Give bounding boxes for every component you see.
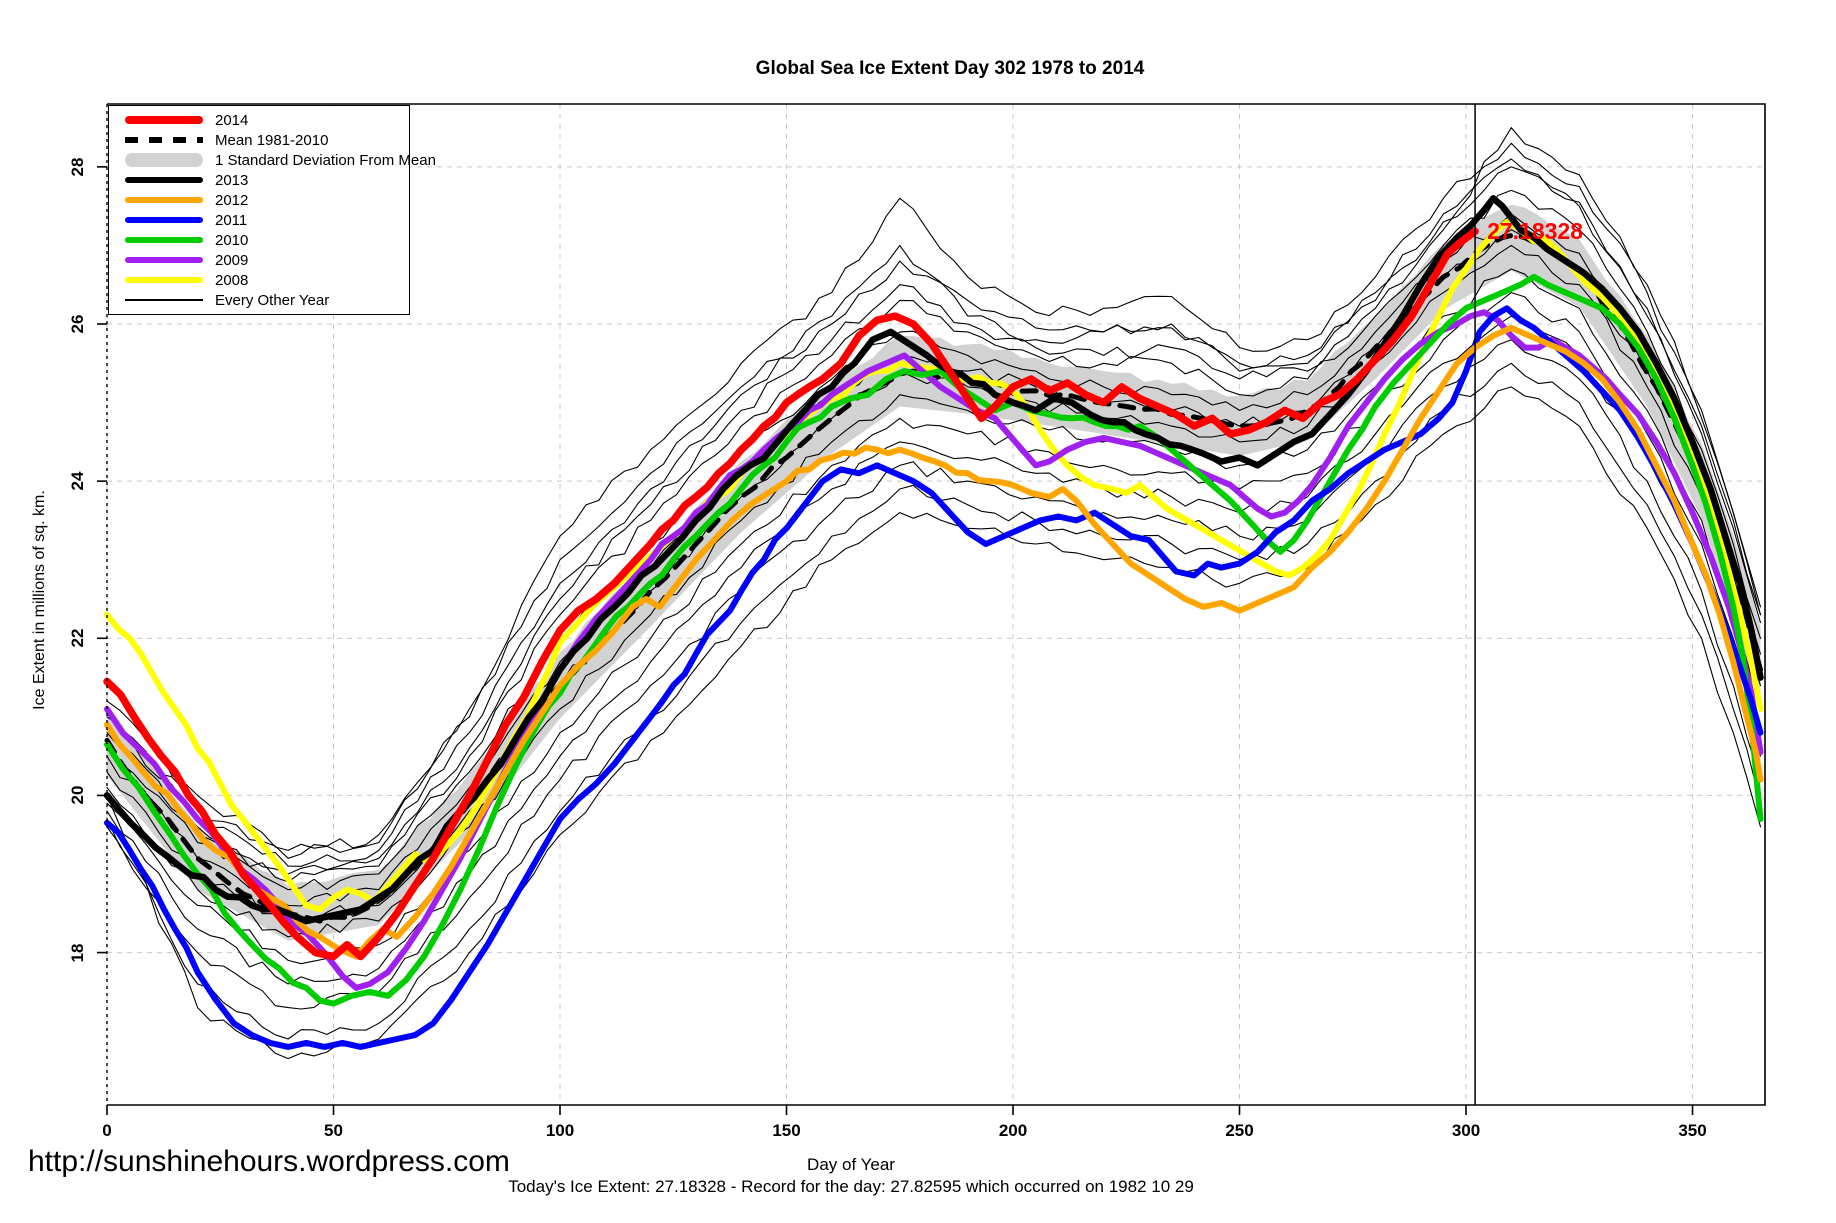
y-tick-label: 28 (68, 157, 87, 177)
legend-label: 2014 (215, 111, 249, 129)
x-tick-label: 300 (1451, 1121, 1481, 1140)
legend-label: 2010 (215, 231, 249, 249)
legend-item-2011: 2011 (109, 211, 409, 230)
legend-swatch (125, 153, 203, 167)
legend-item-2010: 2010 (109, 231, 409, 250)
series-line-2008 (104, 218, 1764, 913)
legend-swatch (125, 217, 203, 223)
legend-label: 2008 (215, 271, 249, 289)
background-year-line (106, 362, 1762, 1040)
legend-item-1-standard-deviation-from-mean: 1 Standard Deviation From Mean (109, 151, 436, 170)
legend-swatch (125, 137, 203, 143)
legend-item-2009: 2009 (109, 251, 409, 270)
x-tick-label: 100 (545, 1121, 575, 1140)
series-line-2012 (104, 324, 1764, 960)
legend-item-2008: 2008 (109, 271, 409, 290)
legend-item-mean-1981-2010: Mean 1981-2010 (109, 131, 409, 150)
legend: 2014 Mean 1981-2010 1 Standard Deviation F… (108, 105, 436, 315)
legend-swatch (125, 237, 203, 243)
x-tick-label: 50 (324, 1121, 343, 1140)
legend-label: Mean 1981-2010 (215, 131, 329, 149)
legend-swatch (125, 177, 203, 183)
y-tick-label: 26 (68, 314, 87, 334)
plot-border (107, 103, 1766, 1106)
legend-item-2013: 2013 (109, 171, 409, 190)
legend-item-2012: 2012 (109, 191, 409, 210)
legend-swatch (125, 116, 203, 124)
x-tick-label: 200 (998, 1121, 1028, 1140)
y-tick-label: 18 (68, 943, 87, 963)
x-tick-label: 350 (1678, 1121, 1707, 1140)
legend-item-2014: 2014 (109, 111, 409, 130)
legend-swatch (125, 197, 203, 203)
legend-label: 1 Standard Deviation From Mean (215, 151, 436, 169)
y-tick-label: 24 (68, 471, 87, 491)
legend-item-every-other-year: Every Other Year (109, 291, 409, 310)
series-line-2010 (104, 273, 1764, 1007)
x-tick-label: 0 (102, 1121, 112, 1140)
legend-label: 2012 (215, 191, 249, 209)
series-line-2014 (103, 227, 1479, 961)
series-line-2013 (103, 195, 1764, 925)
x-axis-label: Day of Year (807, 1155, 895, 1174)
site-url[interactable]: http://sunshinehours.wordpress.com (28, 1145, 510, 1178)
current-value-annotation: 27.18328 (1487, 218, 1583, 245)
legend-swatch (125, 299, 203, 301)
y-tick-label: 22 (68, 628, 87, 648)
x-tick-label: 250 (1225, 1121, 1254, 1140)
series-line-2011 (104, 305, 1764, 1050)
status-line: Today's Ice Extent: 27.18328 - Record fo… (508, 1177, 1194, 1196)
legend-swatch (125, 277, 203, 283)
legend-label: 2013 (215, 171, 249, 189)
y-tick-label: 20 (68, 785, 87, 805)
series-line-2009 (104, 309, 1764, 991)
x-tick-label: 150 (772, 1121, 801, 1140)
legend-swatch (125, 257, 203, 263)
chart-title: Global Sea Ice Extent Day 302 1978 to 20… (755, 58, 1145, 79)
legend-label: Every Other Year (215, 291, 330, 309)
legend-label: 2009 (215, 251, 249, 269)
legend-label: 2011 (215, 211, 248, 229)
